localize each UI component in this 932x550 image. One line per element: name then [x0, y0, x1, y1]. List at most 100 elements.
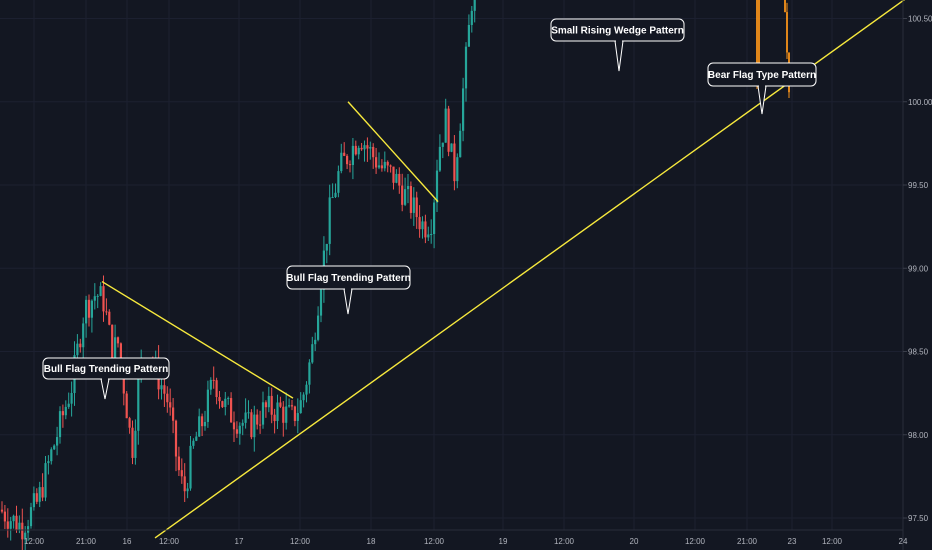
- candle-up: [261, 402, 265, 425]
- candle-down: [0, 509, 4, 512]
- candle-up: [137, 378, 140, 431]
- candle-down: [79, 343, 82, 348]
- candle-up: [412, 197, 415, 213]
- candle-down: [221, 401, 224, 408]
- price-tick-label: 99.50: [908, 181, 929, 190]
- projection-candle: [786, 12, 788, 53]
- candle-up: [377, 165, 381, 168]
- candle-up: [351, 145, 354, 165]
- candle-down: [354, 145, 357, 155]
- time-tick-label: 12:00: [290, 537, 311, 546]
- candle-down: [125, 393, 128, 419]
- candle-up: [99, 286, 102, 296]
- candle-up: [438, 146, 441, 171]
- callout-pointer: [100, 378, 110, 400]
- candle-up: [276, 402, 279, 422]
- candle-down: [453, 143, 456, 182]
- callout-label: Bull Flag Trending Pattern: [44, 364, 168, 375]
- trendline[interactable]: [347, 101, 439, 203]
- candle-up: [302, 394, 305, 401]
- candle-up: [328, 197, 331, 244]
- projection-candle: [758, 0, 760, 83]
- time-tick-label: 19: [499, 537, 508, 546]
- candle-up: [29, 507, 33, 527]
- candle-down: [102, 286, 105, 312]
- projection-candle: [784, 0, 786, 13]
- candle-up: [357, 147, 360, 155]
- candle-down: [105, 311, 108, 313]
- price-tick-label: 98.50: [908, 348, 929, 357]
- candle-up: [12, 515, 15, 522]
- projection-candle: [756, 0, 758, 83]
- candle-up: [363, 145, 366, 150]
- candle-up: [427, 234, 430, 238]
- candle-down: [15, 515, 18, 531]
- pattern-callout[interactable]: Small Rising Wedge Pattern: [550, 18, 685, 72]
- candle-down: [232, 422, 236, 430]
- candle-up: [467, 24, 470, 47]
- candle-down: [163, 385, 166, 394]
- candle-up: [296, 413, 299, 421]
- candle-down: [389, 165, 392, 167]
- candle-up: [198, 416, 201, 437]
- pattern-callout[interactable]: Bear Flag Type Pattern: [707, 62, 817, 115]
- grid-layer: [0, 0, 904, 530]
- candle-up: [18, 522, 21, 531]
- time-tick-label: 18: [367, 537, 376, 546]
- candle-up: [470, 10, 473, 25]
- candle-down: [293, 406, 296, 421]
- candle-down: [108, 311, 111, 325]
- candle-up: [160, 385, 163, 390]
- candle-down: [177, 456, 180, 471]
- candle-down: [166, 393, 169, 403]
- candle-up: [311, 344, 314, 363]
- candle-down: [215, 380, 218, 398]
- candle-down: [3, 511, 6, 522]
- candle-down: [61, 411, 64, 416]
- candle-up: [325, 243, 328, 251]
- candle-up: [456, 157, 459, 182]
- candle-down: [282, 406, 285, 423]
- candle-down: [401, 185, 404, 205]
- price-tick-label: 99.00: [908, 264, 929, 273]
- candle-up: [288, 405, 291, 407]
- trendline[interactable]: [154, 0, 906, 539]
- candle-up: [450, 143, 453, 152]
- candle-down: [392, 166, 395, 183]
- trendline[interactable]: [101, 280, 294, 399]
- candle-down: [259, 424, 262, 426]
- candle-up: [435, 170, 439, 203]
- trendlines: [101, 0, 906, 539]
- candle-up: [253, 414, 256, 438]
- candle-down: [218, 397, 221, 402]
- candle-down: [119, 343, 122, 365]
- candle-down: [372, 146, 375, 158]
- candle-down: [131, 427, 134, 458]
- callout-joint: [345, 287, 351, 291]
- price-tick-label: 100.50: [908, 15, 932, 24]
- candle-down: [380, 165, 383, 169]
- candle-up: [186, 488, 189, 492]
- pattern-callout[interactable]: Bull Flag Trending Pattern: [286, 265, 411, 315]
- candle-down: [348, 164, 352, 166]
- candle-up: [27, 526, 30, 533]
- candle-down: [366, 145, 369, 149]
- candle-up: [430, 234, 433, 236]
- candle-up: [90, 300, 93, 318]
- candle-down: [169, 402, 172, 408]
- candle-up: [189, 445, 192, 489]
- candle-down: [235, 429, 238, 434]
- candle-up: [369, 146, 372, 149]
- candle-down: [424, 221, 427, 238]
- candle-up: [383, 161, 386, 169]
- candle-up: [9, 521, 12, 529]
- candle-down: [183, 476, 186, 492]
- candle-up: [24, 532, 27, 540]
- candle-up: [464, 46, 468, 89]
- candle-up: [299, 400, 302, 414]
- price-tick-label: 100.00: [908, 98, 932, 107]
- pattern-callout[interactable]: Bull Flag Trending Pattern: [42, 357, 170, 400]
- candle-up: [305, 384, 308, 395]
- time-tick-label: 12:00: [554, 537, 575, 546]
